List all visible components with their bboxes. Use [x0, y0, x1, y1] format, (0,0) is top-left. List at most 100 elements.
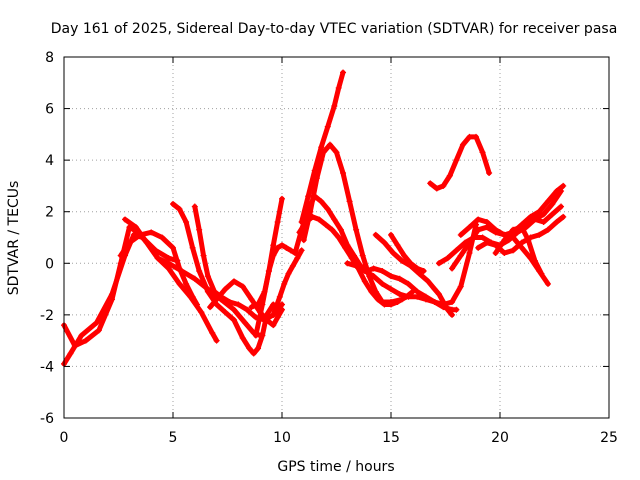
data-point-marker: [479, 149, 486, 156]
data-point-marker: [370, 273, 377, 280]
series-line: [301, 142, 405, 305]
x-tick-label: 10: [273, 430, 291, 446]
data-point-marker: [204, 288, 211, 295]
series-sat-x: [514, 188, 565, 236]
series-line: [118, 229, 200, 307]
data-point-marker: [183, 219, 190, 226]
data-point-marker: [431, 286, 438, 293]
data-point-marker: [259, 301, 266, 308]
data-point-marker: [191, 275, 198, 282]
data-point-marker: [170, 244, 176, 251]
series-sat-o: [344, 221, 480, 308]
data-point-marker: [333, 149, 340, 156]
data-point-marker: [222, 286, 229, 293]
data-point-marker: [340, 170, 347, 177]
y-tick-label: 6: [45, 102, 54, 118]
series-line: [253, 196, 285, 338]
data-point-marker: [204, 273, 211, 280]
data-point-marker: [279, 306, 285, 313]
data-point-marker: [322, 221, 329, 228]
data-point-marker: [331, 102, 338, 109]
data-point-marker: [549, 211, 556, 218]
data-point-marker: [337, 226, 344, 233]
x-tick-label: 0: [60, 430, 69, 446]
data-point-marker: [466, 133, 473, 140]
series-group: [61, 69, 567, 367]
data-point-marker: [165, 255, 172, 262]
data-point-marker: [193, 301, 200, 308]
data-point-marker: [132, 224, 139, 231]
data-point-marker: [200, 252, 207, 259]
y-tick-label: -2: [40, 308, 54, 324]
x-tick-label: 5: [169, 430, 178, 446]
data-point-marker: [274, 244, 281, 251]
data-point-marker: [483, 239, 490, 246]
data-point-marker: [420, 268, 427, 275]
data-point-marker: [231, 317, 238, 324]
series-sat-r: [427, 133, 493, 192]
data-point-marker: [525, 237, 532, 244]
data-point-marker: [372, 231, 379, 238]
data-point-marker: [553, 219, 560, 226]
data-point-marker: [248, 304, 255, 311]
data-point-marker: [279, 195, 285, 202]
data-point-marker: [289, 262, 296, 269]
data-point-marker: [466, 249, 473, 256]
data-point-marker: [331, 216, 338, 223]
series-line: [344, 222, 479, 307]
data-point-marker: [427, 180, 434, 187]
data-point-marker: [501, 249, 508, 256]
data-point-marker: [270, 311, 277, 318]
data-point-marker: [67, 350, 74, 357]
data-point-marker: [510, 234, 517, 241]
data-point-marker: [457, 231, 464, 238]
data-point-marker: [353, 262, 360, 269]
data-point-marker: [540, 211, 547, 218]
series-line: [514, 188, 564, 235]
data-point-marker: [176, 280, 183, 287]
data-point-marker: [558, 188, 565, 195]
x-tick-label: 15: [382, 430, 400, 446]
data-point-marker: [401, 252, 408, 259]
data-point-marker: [394, 298, 401, 305]
data-point-marker: [178, 268, 185, 275]
y-tick-label: 2: [45, 205, 54, 221]
data-point-marker: [287, 247, 294, 254]
data-point-marker: [222, 309, 229, 316]
data-point-marker: [196, 226, 203, 233]
data-point-marker: [425, 278, 432, 285]
data-point-marker: [361, 278, 368, 285]
data-point-marker: [444, 255, 451, 262]
data-point-marker: [388, 301, 394, 308]
data-point-marker: [475, 226, 482, 233]
data-point-marker: [435, 291, 442, 298]
data-point-marker: [453, 306, 460, 313]
data-point-marker: [361, 268, 368, 275]
y-axis-title: SDTVAR / TECUs: [6, 181, 22, 296]
data-point-marker: [126, 239, 133, 246]
data-point-marker: [209, 329, 216, 336]
chart-title: Day 161 of 2025, Sidereal Day-to-day VTE…: [51, 21, 618, 37]
data-point-marker: [246, 345, 253, 352]
data-point-marker: [324, 206, 331, 213]
series-sat-g: [207, 278, 285, 329]
data-point-marker: [252, 332, 259, 339]
data-point-marker: [255, 345, 262, 352]
data-point-marker: [235, 301, 242, 308]
data-point-marker: [560, 213, 567, 220]
data-point-marker: [523, 224, 530, 231]
y-tick-label: -6: [40, 411, 54, 427]
series-sat-v: [475, 213, 567, 256]
data-point-marker: [379, 280, 386, 287]
data-point-marker: [388, 231, 394, 238]
data-point-marker: [316, 216, 323, 223]
data-point-marker: [231, 278, 238, 285]
data-point-marker: [189, 244, 196, 251]
data-point-marker: [274, 314, 281, 321]
data-point-marker: [340, 69, 347, 76]
data-point-marker: [510, 226, 517, 233]
data-point-marker: [492, 242, 499, 249]
data-point-marker: [329, 226, 336, 233]
data-point-marker: [381, 239, 388, 246]
series-sat-d: [122, 216, 264, 339]
